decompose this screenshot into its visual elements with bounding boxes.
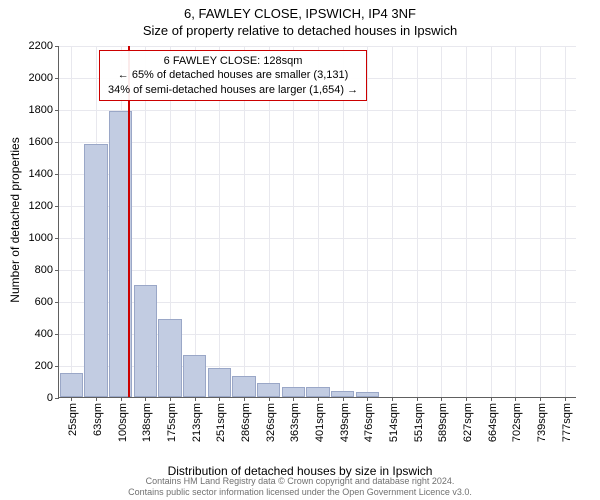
histogram-bar xyxy=(84,144,107,397)
y-tick-mark xyxy=(55,334,59,335)
y-tick-mark xyxy=(55,46,59,47)
y-tick-label: 2000 xyxy=(29,72,53,84)
x-tick-label: 476sqm xyxy=(363,403,375,442)
histogram-bar xyxy=(158,319,181,397)
info-box-smaller: ← 65% of detached houses are smaller (3,… xyxy=(108,68,358,82)
x-tick-mark xyxy=(417,397,418,401)
y-tick-label: 1200 xyxy=(29,200,53,212)
x-tick-label: 702sqm xyxy=(511,403,523,442)
x-tick-label: 100sqm xyxy=(117,403,129,442)
x-tick-mark xyxy=(540,397,541,401)
gridline-v xyxy=(466,46,467,397)
x-tick-label: 363sqm xyxy=(289,403,301,442)
gridline-v xyxy=(367,46,368,397)
y-tick-mark xyxy=(55,110,59,111)
y-tick-mark xyxy=(55,174,59,175)
x-tick-label: 213sqm xyxy=(191,403,203,442)
x-tick-mark xyxy=(219,397,220,401)
x-tick-mark xyxy=(170,397,171,401)
y-tick-label: 600 xyxy=(35,296,53,308)
gridline-v xyxy=(565,46,566,397)
x-tick-mark xyxy=(293,397,294,401)
x-tick-mark xyxy=(71,397,72,401)
gridline-v xyxy=(515,46,516,397)
info-box-title: 6 FAWLEY CLOSE: 128sqm xyxy=(108,54,358,68)
x-tick-mark xyxy=(145,397,146,401)
x-tick-label: 63sqm xyxy=(92,403,104,436)
y-tick-mark xyxy=(55,238,59,239)
x-tick-label: 175sqm xyxy=(166,403,178,442)
x-tick-label: 627sqm xyxy=(462,403,474,442)
histogram-bar xyxy=(331,391,354,397)
x-tick-label: 401sqm xyxy=(314,403,326,442)
x-tick-label: 251sqm xyxy=(215,403,227,442)
x-tick-mark xyxy=(244,397,245,401)
x-tick-mark xyxy=(491,397,492,401)
histogram-bar xyxy=(282,387,305,397)
y-tick-label: 800 xyxy=(35,264,53,276)
histogram-bar xyxy=(257,383,280,397)
y-tick-label: 400 xyxy=(35,328,53,340)
y-tick-mark xyxy=(55,78,59,79)
page-subtitle: Size of property relative to detached ho… xyxy=(0,21,600,38)
histogram-bar xyxy=(356,392,379,397)
gridline-v xyxy=(392,46,393,397)
x-tick-mark xyxy=(515,397,516,401)
y-tick-label: 1000 xyxy=(29,232,53,244)
x-tick-label: 589sqm xyxy=(437,403,449,442)
y-tick-label: 1400 xyxy=(29,168,53,180)
y-tick-mark xyxy=(55,270,59,271)
gridline-v xyxy=(540,46,541,397)
footer-attribution: Contains HM Land Registry data © Crown c… xyxy=(0,476,600,498)
histogram-bar xyxy=(232,376,255,397)
gridline-v xyxy=(441,46,442,397)
gridline-v xyxy=(71,46,72,397)
x-tick-mark xyxy=(466,397,467,401)
histogram-bar xyxy=(60,373,83,397)
x-tick-label: 25sqm xyxy=(67,403,79,436)
x-tick-mark xyxy=(367,397,368,401)
x-tick-mark xyxy=(121,397,122,401)
x-tick-mark xyxy=(318,397,319,401)
y-axis-label: Number of detached properties xyxy=(8,137,22,302)
footer-line-2: Contains public sector information licen… xyxy=(0,487,600,498)
x-tick-label: 551sqm xyxy=(413,403,425,442)
y-tick-mark xyxy=(55,142,59,143)
y-tick-mark xyxy=(55,366,59,367)
y-tick-mark xyxy=(55,398,59,399)
x-tick-mark xyxy=(565,397,566,401)
x-tick-label: 439sqm xyxy=(339,403,351,442)
x-tick-mark xyxy=(195,397,196,401)
x-tick-mark xyxy=(96,397,97,401)
property-info-box: 6 FAWLEY CLOSE: 128sqm← 65% of detached … xyxy=(99,50,367,101)
page-title: 6, FAWLEY CLOSE, IPSWICH, IP4 3NF xyxy=(0,0,600,21)
histogram-bar xyxy=(306,387,329,397)
y-tick-mark xyxy=(55,302,59,303)
x-tick-label: 286sqm xyxy=(240,403,252,442)
y-tick-mark xyxy=(55,206,59,207)
x-tick-label: 326sqm xyxy=(265,403,277,442)
x-tick-mark xyxy=(392,397,393,401)
x-tick-mark xyxy=(441,397,442,401)
y-tick-label: 2200 xyxy=(29,40,53,52)
x-tick-label: 777sqm xyxy=(561,403,573,442)
histogram-bar xyxy=(134,285,157,397)
histogram-bar xyxy=(208,368,231,397)
x-tick-label: 664sqm xyxy=(487,403,499,442)
histogram-chart: 0200400600800100012001400160018002000220… xyxy=(58,46,576,398)
gridline-v xyxy=(417,46,418,397)
x-tick-mark xyxy=(269,397,270,401)
x-tick-label: 138sqm xyxy=(141,403,153,442)
x-tick-label: 514sqm xyxy=(388,403,400,442)
info-box-larger: 34% of semi-detached houses are larger (… xyxy=(108,83,358,97)
x-tick-mark xyxy=(343,397,344,401)
y-tick-label: 1800 xyxy=(29,104,53,116)
y-tick-label: 200 xyxy=(35,360,53,372)
gridline-v xyxy=(491,46,492,397)
y-tick-label: 0 xyxy=(47,392,53,404)
histogram-bar xyxy=(183,355,206,397)
y-tick-label: 1600 xyxy=(29,136,53,148)
footer-line-1: Contains HM Land Registry data © Crown c… xyxy=(0,476,600,487)
x-tick-label: 739sqm xyxy=(536,403,548,442)
